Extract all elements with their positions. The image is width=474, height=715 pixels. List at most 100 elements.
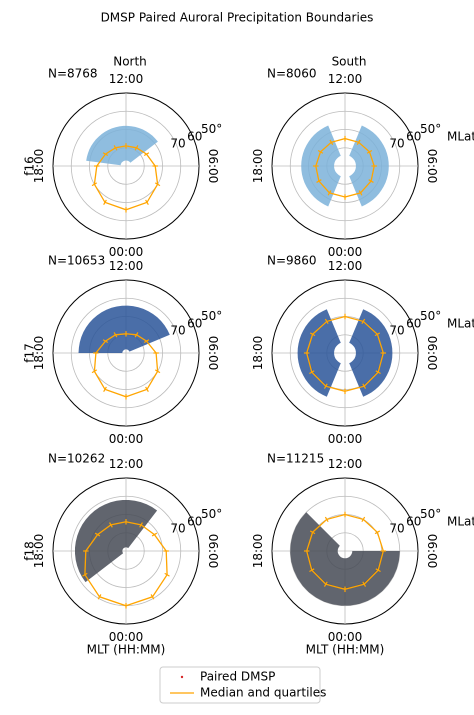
quartile-bar — [368, 179, 374, 183]
theta-tick-label: 06:00 — [206, 336, 220, 371]
column-label: North — [113, 55, 147, 69]
quartile-bar — [97, 594, 102, 600]
chart-title: DMSP Paired Auroral Precipitation Bounda… — [101, 11, 374, 25]
quartile-bar — [324, 318, 329, 325]
theta-tick-label: 00:00 — [109, 432, 144, 446]
quartile-bar — [103, 386, 107, 393]
point-cloud — [349, 309, 393, 397]
legend-label: Median and quartiles — [200, 686, 326, 700]
theta-tick-label: 12:00 — [328, 259, 363, 273]
n-label: N=9860 — [267, 254, 317, 268]
quartile-bar — [309, 332, 316, 337]
r-tick-label: 50° — [420, 309, 441, 323]
legend-label: Paired DMSP — [200, 670, 275, 684]
quartile-bar — [139, 522, 143, 528]
theta-tick-label: 12:00 — [328, 72, 363, 86]
legend-box — [159, 666, 321, 704]
x-axis-label: MLT (HH:MM) — [306, 643, 385, 657]
quartile-bar — [102, 152, 109, 157]
theta-tick-label: 00:00 — [109, 630, 144, 644]
r-tick-label: 50° — [420, 507, 441, 521]
quartile-bar — [309, 568, 315, 573]
quartile-bar — [94, 532, 101, 537]
quartile-bar — [91, 182, 98, 187]
theta-tick-label: 00:00 — [328, 245, 363, 259]
r-axis-label: MLat — [447, 130, 474, 144]
n-label: N=8060 — [267, 67, 317, 81]
theta-tick-label: 18:00 — [32, 149, 46, 184]
n-label: N=10653 — [48, 254, 105, 268]
quartile-bar — [91, 369, 98, 374]
quartile-bar — [309, 530, 316, 535]
quartile-bar — [323, 383, 328, 389]
quartile-bar — [361, 516, 366, 523]
theta-tick-label: 12:00 — [109, 457, 144, 471]
r-tick-label: 50° — [201, 122, 222, 136]
n-label: N=8768 — [48, 67, 98, 81]
r-tick-label: 70 — [389, 521, 404, 535]
r-tick-label: 60 — [187, 316, 202, 330]
quartile-bar — [103, 199, 107, 206]
theta-tick-label: 18:00 — [251, 534, 265, 569]
quartile-bar — [151, 532, 158, 537]
quartile-bar — [82, 572, 88, 577]
theta-tick-label: 06:00 — [206, 149, 220, 184]
quartile-bar — [375, 370, 381, 375]
quartile-bar — [317, 149, 324, 154]
point-cloud — [86, 125, 158, 166]
theta-tick-label: 12:00 — [328, 457, 363, 471]
quartile-bar — [113, 145, 118, 151]
r-tick-label: 60 — [406, 514, 421, 528]
quartile-bar — [145, 199, 149, 206]
quartile-bar — [154, 369, 161, 374]
r-tick-label: 70 — [170, 323, 185, 337]
quartile-bar — [134, 145, 139, 151]
quartile-bar — [316, 179, 322, 183]
quartile-bar — [362, 383, 367, 389]
quartile-bar — [324, 516, 329, 523]
r-axis-label: MLat — [447, 317, 474, 331]
quartile-bar — [356, 139, 361, 145]
theta-tick-label: 06:00 — [206, 534, 220, 569]
theta-tick-label: 00:00 — [328, 432, 363, 446]
quartile-bar — [154, 182, 161, 187]
point-cloud — [78, 305, 170, 353]
r-tick-label: 50° — [201, 507, 222, 521]
point-cloud — [75, 500, 158, 583]
r-tick-label: 60 — [187, 129, 202, 143]
r-tick-label: 60 — [406, 316, 421, 330]
theta-tick-label: 00:00 — [109, 245, 144, 259]
quartile-bar — [164, 572, 170, 577]
n-label: N=10262 — [48, 452, 105, 466]
row-label: f16 — [23, 156, 37, 176]
r-tick-label: 70 — [389, 136, 404, 150]
r-tick-label: 50° — [201, 309, 222, 323]
column-label: South — [332, 55, 367, 69]
n-label: N=11215 — [267, 452, 324, 466]
quartile-bar — [323, 581, 328, 587]
point-cloud — [349, 125, 389, 207]
r-tick-label: 70 — [389, 323, 404, 337]
r-tick-label: 70 — [170, 136, 185, 150]
quartile-bar — [361, 318, 366, 325]
quartile-bar — [309, 370, 315, 375]
r-axis-label: MLat — [447, 515, 474, 529]
quartile-bar — [109, 522, 113, 528]
quartile-bar — [102, 339, 109, 344]
quartile-bar — [143, 339, 150, 344]
r-tick-label: 70 — [170, 521, 185, 535]
x-axis-label: MLT (HH:MM) — [87, 643, 166, 657]
theta-tick-label: 06:00 — [425, 336, 439, 371]
quartile-bar — [366, 149, 373, 154]
theta-tick-label: 06:00 — [425, 534, 439, 569]
r-tick-label: 60 — [406, 129, 421, 143]
theta-tick-label: 18:00 — [251, 336, 265, 371]
quartile-bar — [134, 332, 139, 338]
theta-tick-label: 12:00 — [109, 72, 144, 86]
theta-tick-label: 18:00 — [32, 336, 46, 371]
r-tick-label: 50° — [420, 122, 441, 136]
quartile-bar — [145, 386, 149, 393]
quartile-bar — [143, 152, 150, 157]
theta-tick-label: 06:00 — [425, 149, 439, 184]
